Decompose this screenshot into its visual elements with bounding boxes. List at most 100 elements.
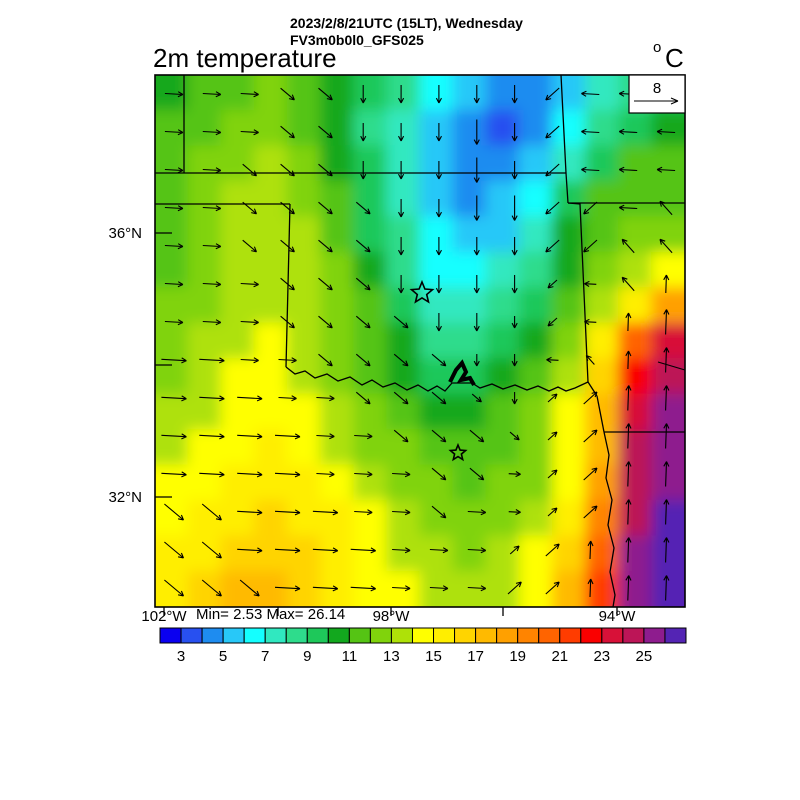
wind-arrow bbox=[164, 541, 185, 559]
heatmap-cell bbox=[287, 358, 322, 395]
heatmap-cell bbox=[253, 251, 288, 289]
wind-arrow bbox=[240, 129, 259, 136]
heatmap-cell bbox=[187, 429, 222, 466]
wind-arrow bbox=[625, 423, 632, 449]
heatmap-cell bbox=[518, 429, 553, 466]
heatmap-cell bbox=[618, 287, 653, 324]
heatmap-cell bbox=[155, 464, 189, 502]
lon-tick-label: 102°W bbox=[141, 608, 187, 625]
heatmap-cell bbox=[618, 322, 653, 360]
wind-arrow bbox=[584, 318, 597, 325]
heatmap-cell bbox=[585, 145, 620, 182]
wind-arrow bbox=[583, 467, 598, 481]
heatmap-cell bbox=[585, 216, 620, 253]
colorbar-cell bbox=[243, 627, 266, 644]
heatmap-cell bbox=[155, 358, 156, 395]
wind-arrow bbox=[398, 199, 405, 218]
wind-arrow bbox=[583, 239, 598, 253]
heatmap-cell bbox=[684, 145, 685, 182]
colorbar-cell bbox=[601, 627, 624, 644]
heatmap-cell bbox=[386, 429, 421, 466]
heatmap-cell bbox=[419, 180, 454, 218]
wind-arrow bbox=[508, 471, 521, 478]
wind-arrow bbox=[435, 237, 442, 256]
heatmap-cell bbox=[220, 216, 255, 253]
wind-arrow bbox=[545, 163, 560, 177]
heatmap-cell bbox=[585, 287, 620, 324]
heatmap-cell bbox=[618, 75, 653, 76]
wind-arrow bbox=[663, 385, 670, 411]
heatmap-cell bbox=[684, 535, 685, 573]
wind-arrow bbox=[280, 201, 295, 215]
heatmap-cell bbox=[585, 75, 620, 76]
minmax-label: Min= 2.53 Max= 26.14 bbox=[196, 606, 345, 623]
heatmap-cell bbox=[220, 393, 255, 431]
heatmap-cell bbox=[320, 110, 355, 147]
heatmap-cell bbox=[419, 500, 454, 537]
heatmap-cell bbox=[585, 322, 620, 360]
heatmap-cell bbox=[353, 287, 388, 324]
heatmap-cell bbox=[155, 535, 156, 573]
heatmap-cell bbox=[585, 358, 620, 395]
heatmap-cell bbox=[386, 216, 421, 253]
wind-arrow bbox=[202, 205, 222, 212]
heatmap-cell bbox=[220, 287, 255, 324]
heatmap-cell bbox=[485, 571, 520, 607]
wind-arrow bbox=[354, 433, 373, 440]
wind-arrow bbox=[469, 429, 485, 443]
heatmap-cell bbox=[320, 429, 355, 466]
heatmap-cell bbox=[155, 393, 189, 431]
heatmap-cell bbox=[684, 571, 685, 607]
heatmap-cell bbox=[684, 287, 685, 324]
heatmap-cell bbox=[419, 322, 454, 360]
heatmap-cell bbox=[518, 464, 553, 502]
heatmap-cell bbox=[353, 322, 388, 360]
colorbar-cell bbox=[538, 627, 561, 644]
wind-arrow bbox=[318, 125, 333, 139]
wind-arrow bbox=[545, 239, 560, 253]
wind-arrow bbox=[280, 315, 295, 329]
wind-arrow bbox=[467, 585, 487, 592]
wind-arrow bbox=[398, 161, 405, 180]
heatmap-cell bbox=[618, 571, 653, 607]
wind-arrow bbox=[164, 91, 184, 98]
wind-arrow bbox=[509, 545, 520, 555]
wind-arrow bbox=[618, 166, 638, 173]
heatmap-cell bbox=[155, 145, 156, 182]
heatmap-cell bbox=[518, 571, 553, 607]
heatmap-cell bbox=[155, 571, 189, 607]
heatmap-cell bbox=[651, 429, 685, 466]
heatmap-cell bbox=[386, 500, 421, 537]
heatmap-cell bbox=[155, 251, 156, 289]
heatmap-cell bbox=[552, 535, 587, 573]
wind-arrow bbox=[318, 277, 333, 291]
heatmap-cell bbox=[618, 216, 653, 253]
wind-arrow bbox=[508, 509, 521, 516]
wind-arrow bbox=[585, 354, 595, 365]
heatmap-cell bbox=[386, 110, 421, 147]
colorbar-cell bbox=[475, 627, 498, 644]
heatmap-cell bbox=[485, 464, 520, 502]
wind-arrow bbox=[473, 237, 480, 256]
wind-arrow bbox=[511, 316, 518, 329]
heatmap-cell bbox=[552, 287, 587, 324]
wind-arrow bbox=[663, 309, 670, 335]
heatmap-cell bbox=[618, 145, 653, 182]
wind-arrow bbox=[274, 509, 301, 516]
heatmap-cell bbox=[518, 535, 553, 573]
heatmap-cell bbox=[287, 110, 322, 147]
colorbar: 3 5 7 9 11 13 15 17 19 21 23 25 bbox=[159, 627, 687, 665]
heatmap-cell bbox=[485, 322, 520, 360]
wind-arrow bbox=[242, 163, 258, 177]
heatmap-cell bbox=[155, 110, 189, 147]
wind-arrow bbox=[583, 201, 598, 215]
heatmap-cell bbox=[618, 500, 653, 537]
wind-arrow bbox=[663, 461, 670, 487]
heatmap-cell bbox=[684, 180, 685, 218]
wind-arrow bbox=[164, 243, 184, 250]
wind-arrow bbox=[545, 581, 560, 595]
wind-arrow bbox=[237, 395, 263, 402]
heatmap-cell bbox=[320, 500, 355, 537]
heatmap-cell bbox=[518, 251, 553, 289]
